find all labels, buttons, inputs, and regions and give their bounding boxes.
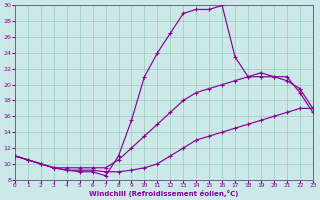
X-axis label: Windchill (Refroidissement éolien,°C): Windchill (Refroidissement éolien,°C) (89, 190, 238, 197)
